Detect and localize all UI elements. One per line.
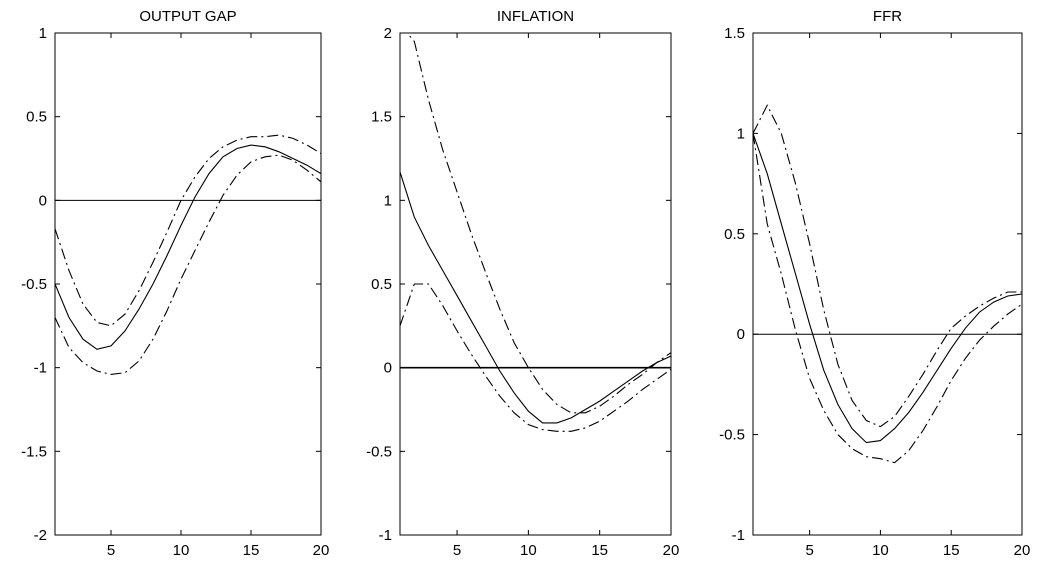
confidence-band-line: [753, 104, 1022, 428]
y-tick-label: -1: [379, 527, 392, 544]
panel-output-gap: OUTPUT GAP -2-1.5-1-0.500.515 10 15 20: [21, 8, 329, 559]
panel-title: INFLATION: [497, 8, 574, 25]
y-tick-label: -0.5: [719, 427, 745, 444]
panel-title: OUTPUT GAP: [139, 8, 236, 25]
response-line: [753, 133, 1022, 444]
confidence-band-line: [400, 283, 671, 432]
y-tick-label: -1: [34, 360, 47, 377]
x-tick-label: 10: [173, 542, 190, 559]
x-tick-label: 15: [591, 542, 608, 559]
y-tick-label: 2: [384, 25, 392, 42]
plot-area-frame: [54, 32, 322, 536]
y-tick-label: 0.5: [371, 276, 392, 293]
y-tick-label: 0: [737, 326, 745, 343]
y-tick-label: 1.5: [371, 109, 392, 126]
y-tick-label: 0: [39, 192, 47, 209]
panel-inflation: INFLATION -1 -0.5 0 0.5 1 1.5 2 5 10 15 20: [366, 8, 679, 559]
y-tick-label: -0.5: [366, 443, 392, 460]
x-tick-label: 15: [943, 542, 960, 559]
y-tick-label: 1.5: [724, 25, 745, 42]
response-line: [400, 171, 671, 424]
y-tick-label: 0.5: [724, 226, 745, 243]
x-tick-label: 10: [520, 542, 537, 559]
y-tick-label: -1: [732, 527, 745, 544]
confidence-band-line: [406, 33, 671, 414]
x-tick-label: 20: [1014, 542, 1031, 559]
y-tick-label: 1: [384, 192, 392, 209]
x-tick-label: 20: [313, 542, 330, 559]
y-tick-label: 0: [384, 360, 392, 377]
confidence-band-line: [55, 134, 321, 327]
x-tick-label: 20: [663, 542, 680, 559]
x-tick-label: 5: [805, 542, 813, 559]
panel-ffr: FFR -1 -0.5 0 0.5 1 1.5 5 10 15 20: [719, 8, 1030, 559]
x-tick-label: 5: [107, 542, 115, 559]
response-line: [55, 144, 321, 350]
x-tick-label: 10: [872, 542, 889, 559]
x-tick-label: 5: [453, 542, 461, 559]
confidence-band-line: [753, 133, 1022, 464]
x-tick-label: 15: [243, 542, 260, 559]
plot-area-frame: [752, 32, 1023, 536]
panel-title: FFR: [873, 8, 902, 25]
y-tick-label: 1: [39, 25, 47, 42]
y-tick-label: 0.5: [26, 109, 47, 126]
y-tick-label: -2: [34, 527, 47, 544]
confidence-band-line: [55, 154, 321, 375]
y-tick-label: 1: [737, 125, 745, 142]
y-tick-label: -1.5: [21, 443, 47, 460]
y-tick-label: -0.5: [21, 276, 47, 293]
plot-area-frame: [399, 32, 672, 536]
